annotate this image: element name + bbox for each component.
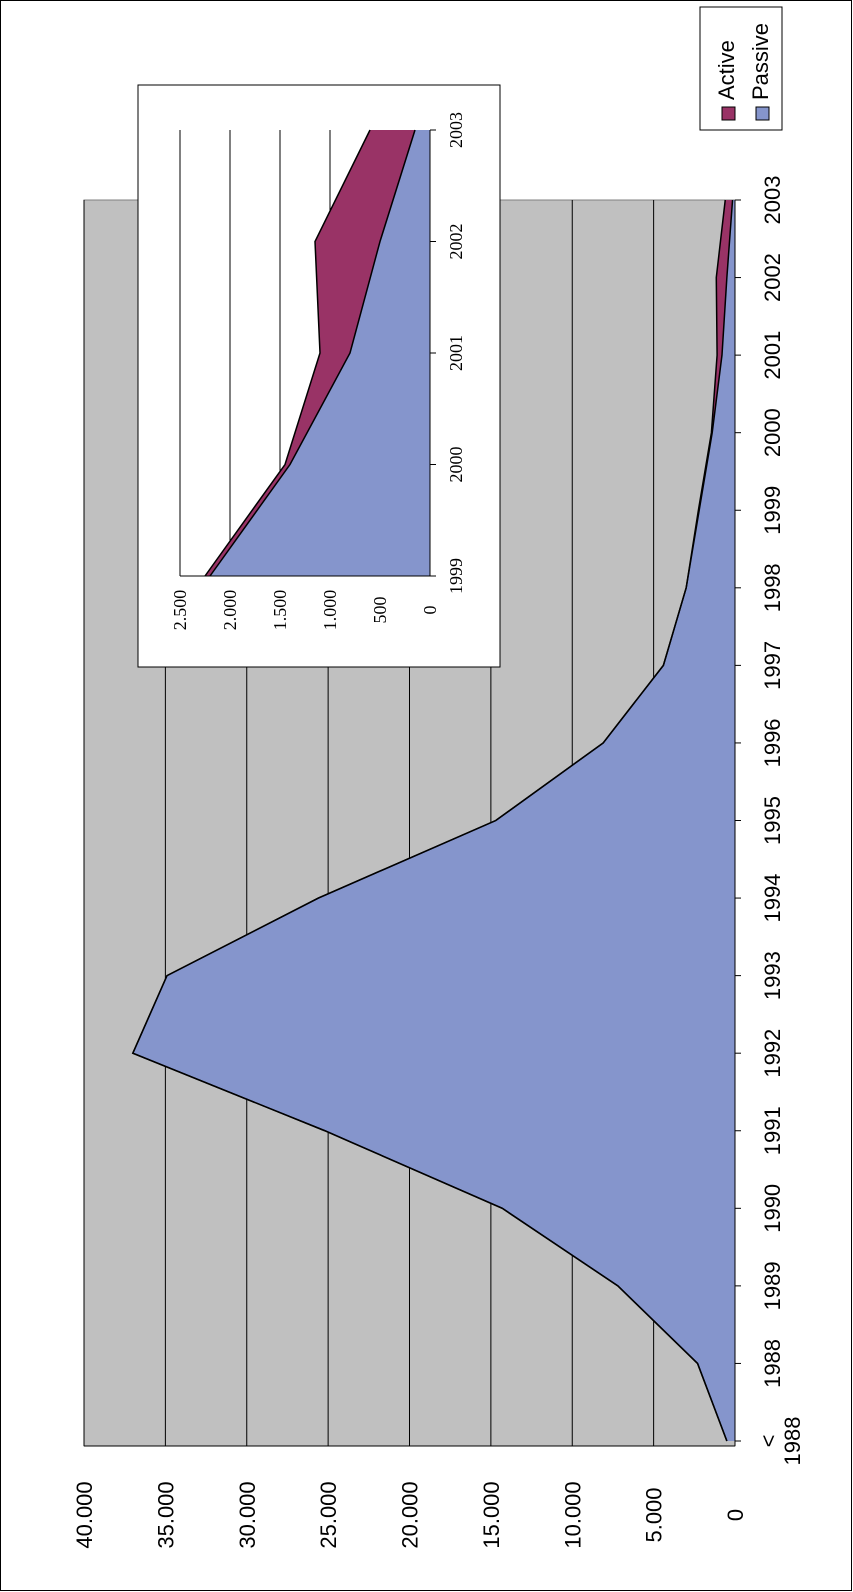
legend: Active Passive <box>699 6 783 131</box>
value-tick-label: 2.000 <box>220 590 240 631</box>
series-active-line <box>204 129 371 577</box>
inset-tick-labels: 0 500 1.000 1.500 2.000 2.500 1999 2000 2001 2002… <box>170 112 466 630</box>
category-tick-label: 1993 <box>760 951 785 1000</box>
value-tick-label: 40.000 <box>72 1481 97 1548</box>
category-tick-label: 2003 <box>446 112 466 148</box>
category-tick-label: 2000 <box>760 408 785 457</box>
category-tick-label: 1992 <box>760 1029 785 1078</box>
main-tick-labels: 0 5.000 10.000 15.000 20.000 25.000 30.000 35.0… <box>72 176 805 1549</box>
value-tick-label: 2.500 <box>170 590 190 631</box>
series-passive-area <box>132 200 735 1441</box>
value-tick-label: 35.000 <box>153 1481 178 1548</box>
value-tick-label: 0 <box>420 606 440 615</box>
category-tick-label: 2002 <box>446 224 466 260</box>
inset-areas <box>204 129 430 577</box>
value-tick-label: 1.000 <box>320 590 340 631</box>
category-tick-label: 1999 <box>446 558 466 594</box>
category-tick-label: 1989 <box>760 1261 785 1310</box>
category-tick-label: <1988 <box>756 1417 805 1466</box>
main-areas <box>131 199 735 1442</box>
value-tick-label: 500 <box>370 597 390 624</box>
value-tick-label: 15.000 <box>479 1481 504 1548</box>
category-tick-label: 2001 <box>760 331 785 380</box>
inset-chart: 0 500 1.000 1.500 2.000 2.500 1999 2000 2001 2002… <box>137 84 501 668</box>
category-tick-label: 1998 <box>760 563 785 612</box>
category-tick-label: 2000 <box>446 447 466 483</box>
category-tick-label: 1994 <box>760 874 785 923</box>
value-tick-label: 0 <box>723 1509 748 1521</box>
series-passive-area <box>210 130 430 576</box>
legend-label-active: Active <box>714 40 739 100</box>
value-tick-label: 10.000 <box>560 1481 585 1548</box>
category-tick-label: 1990 <box>760 1184 785 1233</box>
value-tick-label: 1.500 <box>270 590 290 631</box>
category-tick-label: 1988 <box>760 1339 785 1388</box>
legend-swatch-active <box>721 106 736 121</box>
category-tick-label: 1995 <box>760 796 785 845</box>
category-tick-label: 1991 <box>760 1106 785 1155</box>
value-tick-label: 30.000 <box>235 1481 260 1548</box>
legend-swatch-passive <box>755 106 770 121</box>
series-passive-line <box>209 129 416 577</box>
value-tick-label: 5.000 <box>642 1487 667 1542</box>
value-tick-label: 25.000 <box>316 1481 341 1548</box>
category-tick-label: 1996 <box>760 718 785 767</box>
category-tick-label: 2002 <box>760 253 785 302</box>
series-active-line <box>131 199 728 1442</box>
value-tick-label: 20.000 <box>398 1481 423 1548</box>
category-tick-label: 1999 <box>760 486 785 535</box>
category-tick-label: 1997 <box>760 641 785 690</box>
category-tick-label: 2001 <box>446 335 466 371</box>
category-tick-label: 2003 <box>760 176 785 225</box>
series-active-area <box>205 130 415 576</box>
legend-label-passive: Passive <box>748 23 773 100</box>
